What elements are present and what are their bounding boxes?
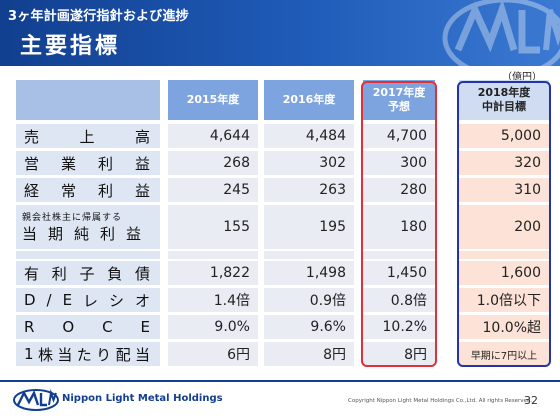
- row-label-char: 業: [60, 154, 76, 173]
- table-cell: 245: [168, 178, 258, 202]
- row-label-char: 負: [107, 264, 123, 283]
- row-label-char: た: [76, 345, 92, 364]
- footer-brand-name: Nippon Light Metal Holdings: [62, 393, 223, 404]
- table-cell: 320: [459, 151, 549, 175]
- table-cell: 10.2%: [363, 315, 435, 339]
- table-cell: 5,000: [459, 124, 549, 148]
- page-number: 32: [524, 394, 538, 407]
- row-label-char: 益: [134, 181, 150, 200]
- row-label-char: 1: [24, 345, 34, 363]
- nlm-logo-icon: [13, 389, 59, 411]
- table-spacer-cell: [168, 251, 258, 259]
- row-label-char: オ: [134, 291, 150, 310]
- table-cell: 8円: [264, 342, 354, 366]
- table-cell: 1,822: [168, 261, 258, 285]
- table-cell: 1,600: [459, 261, 549, 285]
- row-label-char: 利: [97, 154, 113, 173]
- unit-label: （億円）: [502, 72, 542, 83]
- table-cell: 1,450: [363, 261, 435, 285]
- table-cell: 早期に7円以上: [459, 342, 549, 366]
- row-label-char: 債: [134, 264, 150, 283]
- table-cell: 0.8倍: [363, 288, 435, 312]
- row-label: 経常利益: [16, 178, 160, 202]
- row-label-char: 常: [60, 181, 76, 200]
- table-cell: 180: [363, 205, 435, 249]
- table-spacer-label: [16, 251, 160, 259]
- table-cell: 1,498: [264, 261, 354, 285]
- row-label-char: 当: [57, 345, 73, 364]
- table-cell: 1.0倍以下: [459, 288, 549, 312]
- row-label-char: /: [46, 291, 52, 309]
- table-cell: 302: [264, 151, 354, 175]
- slide-title: 主要指標: [20, 34, 121, 59]
- row-label-char: 利: [97, 181, 113, 200]
- table-spacer-cell: [264, 251, 354, 259]
- row-label: D / E レシオ: [16, 288, 160, 312]
- table-spacer-cell: [459, 251, 549, 259]
- row-label-char: レ: [83, 291, 99, 310]
- table-cell: 0.9倍: [264, 288, 354, 312]
- row-label-char: 株: [37, 345, 53, 364]
- row-label-char: 売: [24, 127, 40, 146]
- footer-divider: [0, 380, 560, 382]
- table-cell: 280: [363, 178, 435, 202]
- table-cell: 1.4倍: [168, 288, 258, 312]
- row-label-char: 営: [24, 154, 40, 173]
- row-label-char: り: [96, 345, 112, 364]
- table-cell: 310: [459, 178, 549, 202]
- table-cell: 155: [168, 205, 258, 249]
- table-cell: 9.0%: [168, 315, 258, 339]
- table-cell: 200: [459, 205, 549, 249]
- table-cell: 4,644: [168, 124, 258, 148]
- table-cell: 9.6%: [264, 315, 354, 339]
- table-cell: 8円: [363, 342, 435, 366]
- row-label-char: 子: [79, 264, 95, 283]
- col-header-2016: 2016年度: [264, 80, 354, 120]
- table-cell: 6円: [168, 342, 258, 366]
- table-cell: 300: [363, 151, 435, 175]
- row-label-char: 利: [51, 264, 67, 283]
- col-header-2018: 2018年度 中計目標: [459, 80, 549, 120]
- row-label-char: E: [62, 291, 73, 309]
- target-highlight-frame: [457, 81, 551, 367]
- header-blank-cell: [16, 80, 160, 120]
- copyright-text: Copyright Nippon Light Metal Holdings Co…: [348, 398, 533, 404]
- table-cell: 4,700: [363, 124, 435, 148]
- slide-header: 3ヶ年計画遂行指針および進捗 主要指標: [0, 0, 560, 66]
- row-label-char: D: [24, 291, 36, 309]
- row-label-char: E: [140, 318, 150, 336]
- row-label: 有利子負債: [16, 261, 160, 285]
- row-label-char: 高: [134, 127, 150, 146]
- row-label-char: 配: [115, 345, 131, 364]
- slide-subtitle: 3ヶ年計画遂行指針および進捗: [8, 9, 189, 24]
- table-cell: 4,484: [264, 124, 354, 148]
- row-label-prefix: 親会社株主に帰属する: [22, 213, 123, 223]
- row-label-char: 有: [24, 264, 40, 283]
- row-label-char: 上: [79, 127, 95, 146]
- table-spacer-cell: [363, 251, 435, 259]
- row-label: 売上高: [16, 124, 160, 148]
- forecast-highlight-frame: [361, 81, 437, 367]
- row-label-char: R: [24, 318, 35, 336]
- row-label-char: シ: [109, 291, 125, 310]
- col-header-2015: 2015年度: [168, 80, 258, 120]
- table-cell: 195: [264, 205, 354, 249]
- nlm-watermark-logo: [442, 0, 560, 66]
- row-label-char: O: [62, 318, 75, 336]
- row-label-char: 当: [134, 345, 150, 364]
- row-label-char: 経: [24, 181, 40, 200]
- col-header-2017: 2017年度 予想: [363, 80, 435, 120]
- row-label-char: C: [102, 318, 113, 336]
- table-cell: 268: [168, 151, 258, 175]
- table-cell: 10.0%超: [459, 315, 549, 339]
- row-label-main: 当期純利益: [22, 225, 153, 243]
- table-cell: 263: [264, 178, 354, 202]
- row-label-char: 益: [134, 154, 150, 173]
- row-label: 営業利益: [16, 151, 160, 175]
- row-label: 親会社株主に帰属する当期純利益: [16, 205, 160, 249]
